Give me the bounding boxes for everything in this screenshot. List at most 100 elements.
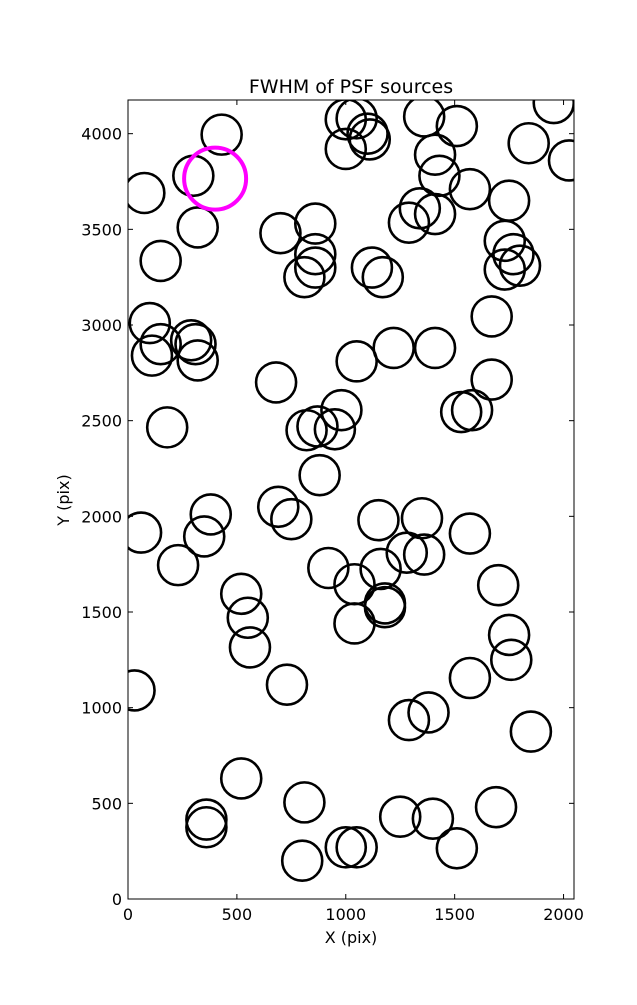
source-marker bbox=[313, 407, 357, 451]
highlighted-source-marker bbox=[182, 145, 249, 212]
source-marker bbox=[413, 192, 457, 236]
x-axis-label: X (pix) bbox=[325, 928, 378, 947]
source-marker bbox=[387, 201, 431, 244]
source-marker bbox=[176, 206, 219, 249]
source-marker bbox=[324, 826, 368, 869]
source-marker bbox=[174, 322, 217, 366]
source-marker bbox=[402, 533, 446, 576]
source-marker bbox=[259, 211, 302, 255]
source-marker bbox=[128, 669, 156, 712]
source-marker bbox=[128, 171, 166, 215]
source-marker bbox=[407, 691, 450, 734]
x-tick-label: 0 bbox=[123, 905, 133, 924]
source-marker bbox=[498, 244, 542, 287]
source-marker bbox=[172, 154, 215, 198]
y-tick-label: 0 bbox=[112, 890, 122, 909]
source-marker bbox=[487, 613, 531, 657]
source-marker bbox=[509, 710, 553, 753]
source-marker bbox=[474, 785, 518, 829]
source-marker bbox=[448, 656, 492, 700]
source-marker bbox=[139, 322, 182, 366]
source-marker bbox=[413, 133, 457, 177]
source-marker bbox=[128, 511, 163, 554]
source-marker bbox=[298, 453, 341, 497]
y-tick-label: 1500 bbox=[81, 603, 122, 622]
plot-frame bbox=[127, 99, 575, 900]
source-marker bbox=[185, 805, 228, 849]
source-marker bbox=[156, 543, 200, 587]
source-marker bbox=[489, 638, 533, 682]
source-marker bbox=[283, 255, 326, 299]
source-marker bbox=[435, 104, 479, 148]
source-marker bbox=[435, 826, 479, 870]
source-marker bbox=[280, 839, 324, 883]
x-tick-label: 2000 bbox=[543, 905, 584, 924]
source-marker bbox=[219, 572, 263, 616]
source-marker bbox=[547, 139, 574, 182]
source-marker bbox=[320, 388, 363, 432]
source-marker bbox=[254, 361, 298, 404]
source-marker bbox=[200, 113, 243, 156]
source-marker bbox=[296, 405, 339, 448]
source-marker bbox=[470, 358, 513, 401]
axes: 0 500 1000 1500 2000 0 500 1000 1500 2000 2500 3000… bbox=[81, 100, 584, 924]
source-marker bbox=[228, 626, 272, 669]
source-marker bbox=[145, 406, 189, 449]
source-marker bbox=[450, 388, 494, 432]
y-tick-label: 3500 bbox=[81, 220, 122, 239]
source-marker bbox=[363, 585, 407, 629]
y-tick-label: 3000 bbox=[81, 316, 122, 335]
source-marker bbox=[448, 512, 492, 555]
source-marker bbox=[189, 493, 233, 536]
source-marker bbox=[483, 248, 527, 291]
source-marker bbox=[256, 485, 300, 529]
source-marker bbox=[448, 167, 492, 211]
source-marker bbox=[333, 602, 376, 645]
source-marker bbox=[226, 596, 270, 640]
x-tick-label: 500 bbox=[222, 905, 253, 924]
source-marker bbox=[130, 334, 174, 377]
source-marker bbox=[483, 219, 527, 263]
y-tick-label: 1000 bbox=[81, 699, 122, 718]
source-marker bbox=[492, 232, 535, 276]
y-tick-label: 500 bbox=[91, 794, 122, 813]
y-tick-label: 2000 bbox=[81, 507, 122, 526]
source-marker bbox=[411, 797, 455, 840]
source-marker bbox=[372, 326, 415, 370]
y-tick-label: 4000 bbox=[81, 125, 122, 144]
source-marker bbox=[348, 118, 392, 161]
source-marker bbox=[169, 319, 213, 362]
source-marker bbox=[357, 498, 400, 542]
source-marker bbox=[413, 326, 457, 370]
x-tick-label: 1000 bbox=[325, 905, 366, 924]
source-marker bbox=[350, 246, 394, 289]
x-tick-label: 1500 bbox=[434, 905, 475, 924]
source-marker bbox=[324, 127, 368, 171]
source-marker bbox=[361, 255, 405, 299]
source-marker bbox=[507, 121, 551, 165]
source-marker bbox=[346, 112, 389, 155]
source-marker bbox=[265, 663, 309, 707]
source-marker bbox=[385, 531, 429, 574]
source-marker bbox=[476, 563, 520, 607]
source-marker bbox=[307, 546, 350, 590]
source-marker bbox=[335, 340, 378, 383]
chart-title: FWHM of PSF sources bbox=[249, 76, 453, 98]
source-marker bbox=[487, 179, 531, 222]
y-tick-label: 2500 bbox=[81, 412, 122, 431]
y-axis-label: Y (pix) bbox=[54, 474, 73, 526]
source-marker bbox=[293, 246, 337, 289]
source-marker bbox=[532, 100, 574, 125]
source-marker bbox=[293, 202, 337, 245]
source-marker bbox=[293, 232, 337, 276]
source-marker bbox=[470, 295, 513, 338]
scatter-marks bbox=[128, 100, 574, 883]
source-marker bbox=[335, 826, 378, 869]
source-marker bbox=[335, 100, 378, 140]
source-marker bbox=[139, 239, 182, 283]
source-marker bbox=[378, 795, 422, 839]
source-marker bbox=[128, 301, 172, 345]
source-marker bbox=[176, 339, 219, 382]
source-marker bbox=[283, 781, 326, 824]
